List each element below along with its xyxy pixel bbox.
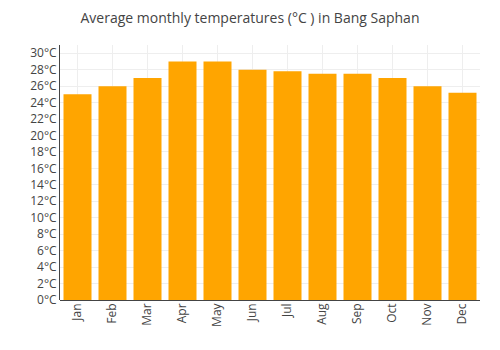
svg-text:24°C: 24°C <box>30 94 57 111</box>
svg-text:Jul: Jul <box>278 303 295 318</box>
svg-text:6°C: 6°C <box>37 242 57 259</box>
svg-text:Apr: Apr <box>173 303 190 323</box>
svg-text:28°C: 28°C <box>30 61 57 78</box>
svg-text:Aug: Aug <box>313 303 330 325</box>
svg-text:18°C: 18°C <box>30 143 57 160</box>
svg-text:26°C: 26°C <box>30 77 57 94</box>
svg-text:Sep: Sep <box>348 303 365 324</box>
svg-text:16°C: 16°C <box>30 160 57 177</box>
svg-text:14°C: 14°C <box>30 176 57 193</box>
svg-text:20°C: 20°C <box>30 127 57 144</box>
svg-text:Dec: Dec <box>453 303 470 324</box>
svg-text:Feb: Feb <box>103 303 120 323</box>
svg-text:2°C: 2°C <box>37 275 57 292</box>
svg-text:Mar: Mar <box>138 303 155 325</box>
svg-text:Jun: Jun <box>243 303 260 322</box>
svg-text:0°C: 0°C <box>37 291 57 308</box>
svg-text:22°C: 22°C <box>30 110 57 127</box>
svg-text:Oct: Oct <box>383 303 400 322</box>
svg-text:Jan: Jan <box>68 303 85 321</box>
svg-text:12°C: 12°C <box>30 192 57 209</box>
svg-text:Nov: Nov <box>418 303 435 325</box>
svg-text:10°C: 10°C <box>30 209 57 226</box>
svg-text:8°C: 8°C <box>37 225 57 242</box>
svg-text:May: May <box>208 302 225 326</box>
svg-text:30°C: 30°C <box>30 44 57 61</box>
svg-text:Average monthly temperatures (: Average monthly temperatures (°C ) in Ba… <box>81 8 420 27</box>
svg-text:4°C: 4°C <box>37 258 57 275</box>
